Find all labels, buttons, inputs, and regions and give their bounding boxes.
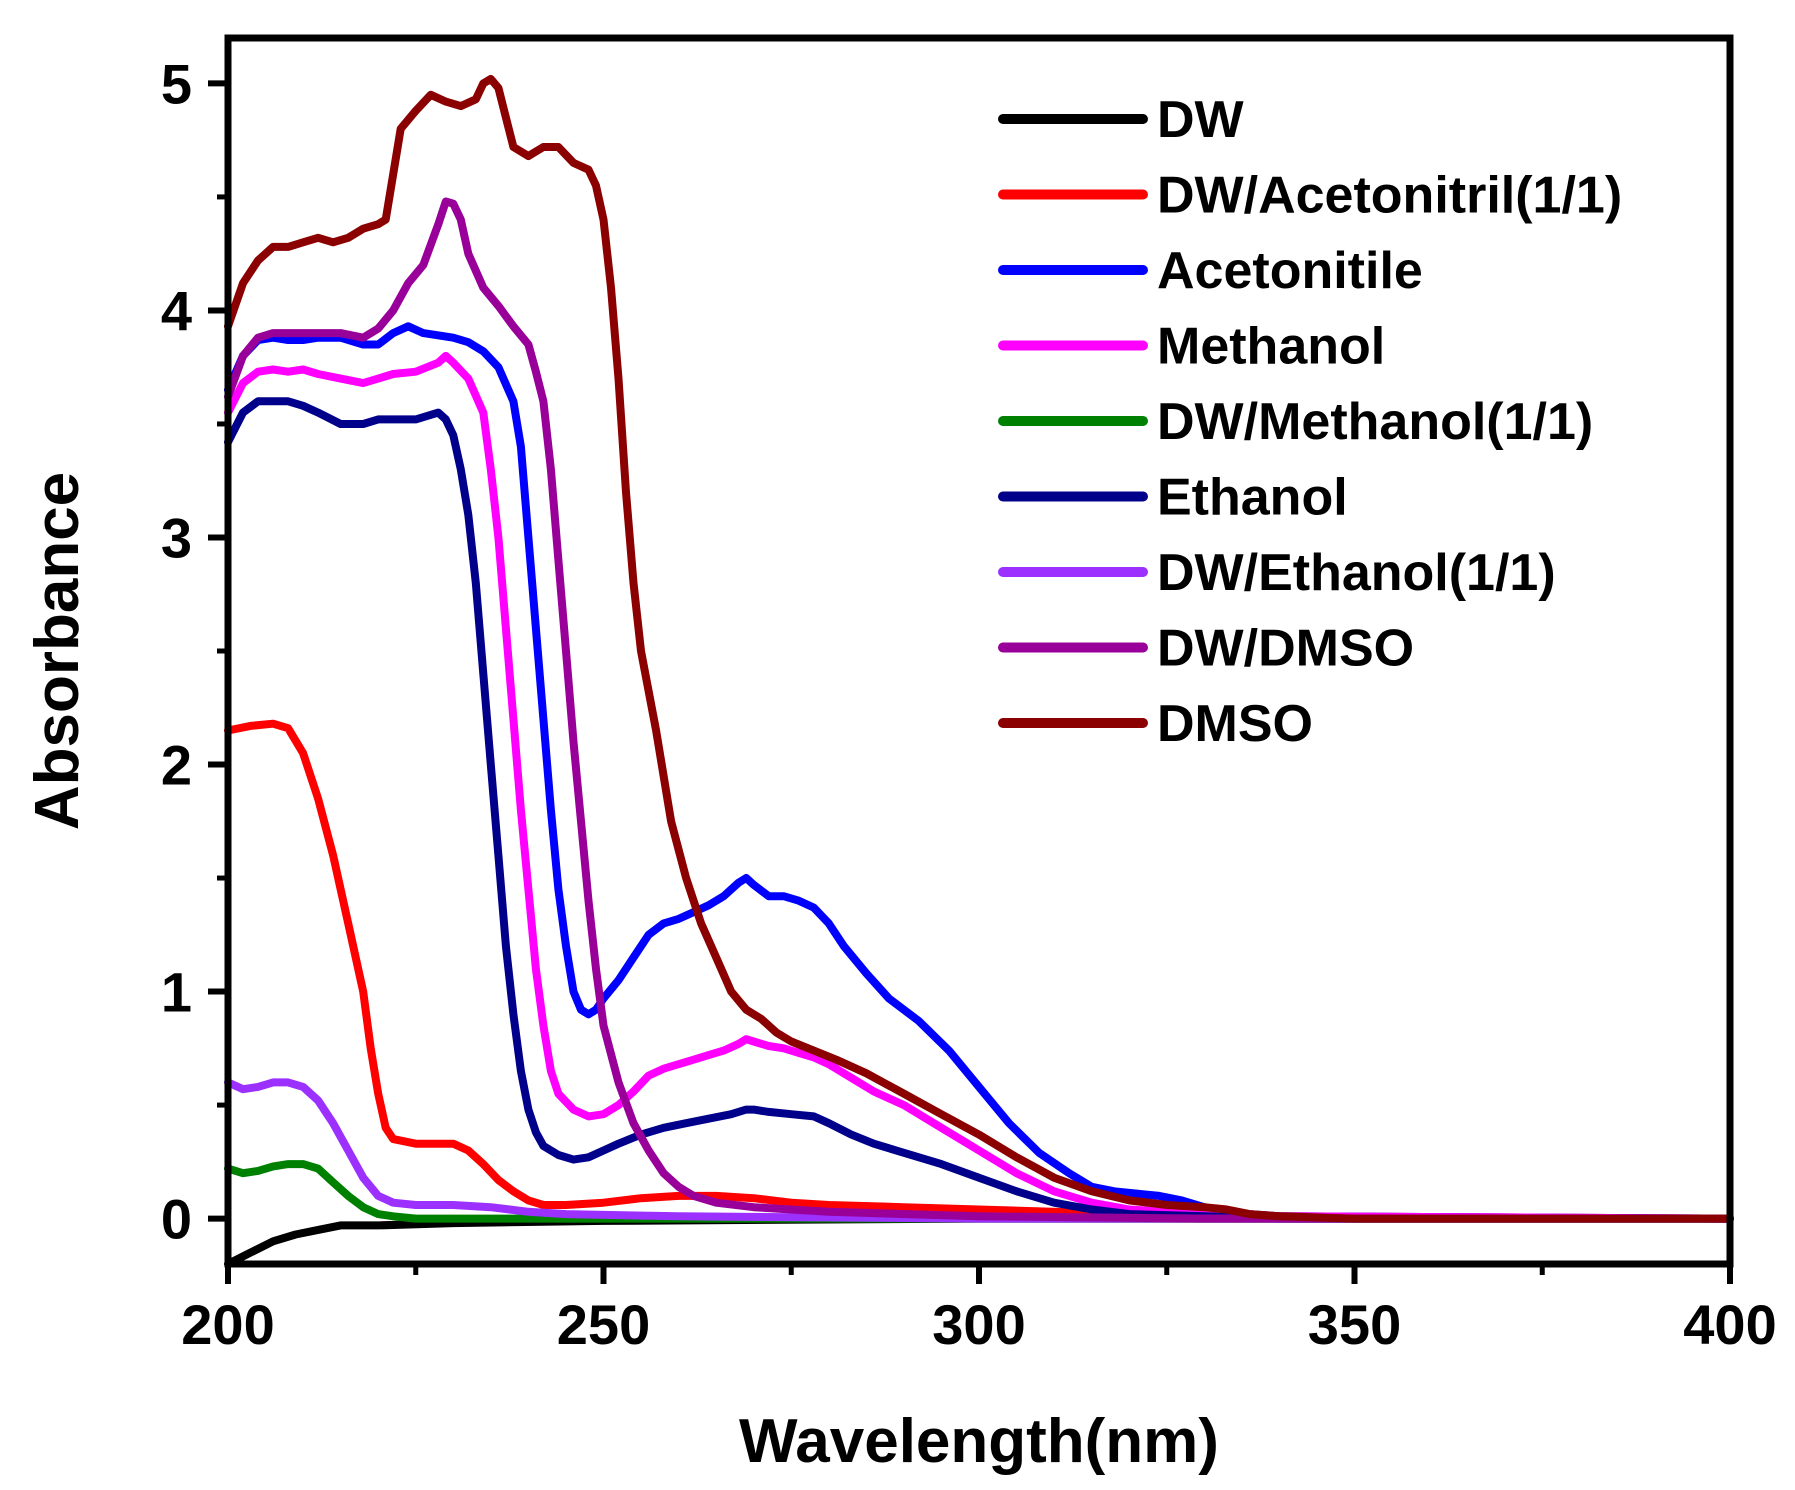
x-tick-label: 300 [932,1293,1025,1356]
y-axis-title: Absorbance [23,472,92,830]
x-tick-label: 200 [181,1293,274,1356]
y-tick-label: 5 [161,52,192,115]
series-line-6 [224,1078,1734,1223]
y-tick-label: 2 [161,734,192,797]
legend-item-4: DW/Methanol(1/1) [998,393,1593,451]
legend-item-5: Ethanol [998,469,1348,527]
x-axis-title: Wavelength(nm) [739,1407,1219,1476]
legend-label: Methanol [1157,318,1385,376]
legend-label: DW/Methanol(1/1) [1157,393,1593,451]
y-tick-label: 1 [161,961,192,1024]
series-line-4 [224,1160,1734,1223]
legend-item-2: Acetonitile [998,242,1423,300]
legend-label: DW/Ethanol(1/1) [1157,544,1556,602]
series-line-1 [224,719,1734,1223]
series-line-2 [224,322,1734,1223]
legend-item-6: DW/Ethanol(1/1) [998,544,1556,602]
y-tick-label: 3 [161,506,192,569]
legend-item-7: DW/DMSO [998,620,1414,678]
legend: DW DW/Acetonitril(1/1) Acetonitile Methanol… [998,91,1622,753]
x-tick-label: 400 [1683,1293,1776,1356]
legend-label: DW/DMSO [1157,620,1414,678]
legend-label: Ethanol [1157,469,1348,527]
legend-label: DW/Acetonitril(1/1) [1157,167,1622,225]
legend-item-8: DMSO [998,695,1313,753]
legend-label: DMSO [1157,695,1313,753]
legend-label: DW [1157,91,1245,149]
y-tick-label: 0 [161,1188,192,1251]
series-line-0 [224,1214,1734,1268]
series-line-5 [224,397,1734,1223]
series-layer [224,74,1734,1268]
legend-label: Acetonitile [1157,242,1423,300]
y-tick-label: 4 [161,279,192,342]
legend-item-3: Methanol [998,318,1385,376]
series-line-8 [224,74,1734,1223]
x-tick-label: 250 [557,1293,650,1356]
series-line-3 [224,351,1734,1223]
legend-item-1: DW/Acetonitril(1/1) [998,167,1622,225]
x-tick-label: 350 [1308,1293,1401,1356]
ticks-layer: 200 250 300 350 400 0 1 2 3 4 5 [161,52,1777,1356]
series-line-7 [224,197,1734,1223]
legend-item-0: DW [998,91,1245,149]
